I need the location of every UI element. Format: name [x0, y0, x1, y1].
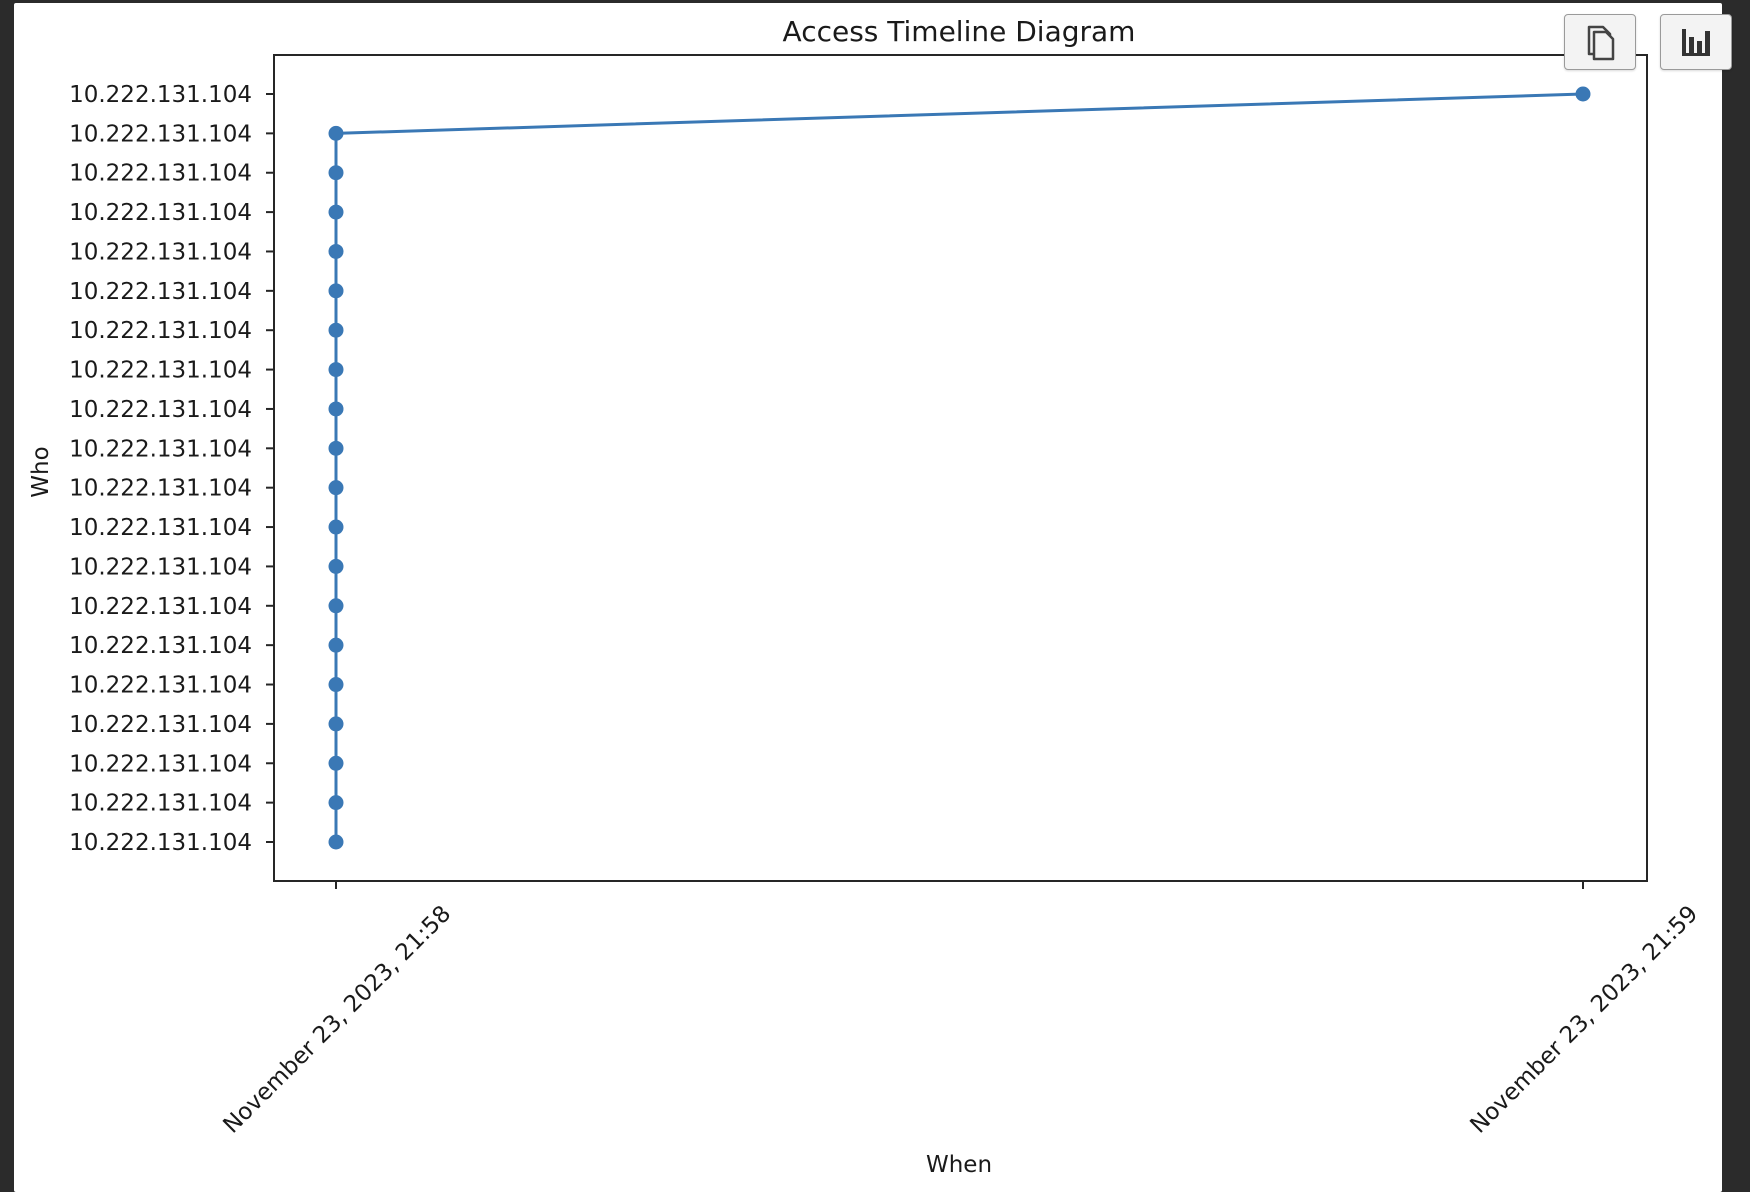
series-layer	[328, 86, 1591, 850]
y-tick-label: 10.222.131.104	[69, 515, 252, 541]
data-point	[328, 204, 344, 220]
y-tick-label: 10.222.131.104	[69, 161, 252, 187]
data-point	[328, 519, 344, 535]
x-tick-label: November 23, 2023, 21:59	[1465, 901, 1703, 1139]
copy-icon	[1587, 25, 1615, 61]
y-tick-label: 10.222.131.104	[69, 791, 252, 817]
y-tick-label: 10.222.131.104	[69, 673, 252, 699]
y-tick-label: 10.222.131.104	[69, 82, 252, 108]
data-point	[328, 165, 344, 181]
data-point	[328, 322, 344, 338]
y-tick-label: 10.222.131.104	[69, 830, 252, 856]
data-point	[328, 755, 344, 771]
data-point	[1575, 86, 1591, 102]
data-point	[328, 125, 344, 141]
y-tick-label: 10.222.131.104	[69, 436, 252, 462]
y-tick-label: 10.222.131.104	[69, 121, 252, 147]
y-tick-label: 10.222.131.104	[69, 239, 252, 265]
y-tick-label: 10.222.131.104	[69, 318, 252, 344]
bar-chart-icon	[1682, 29, 1710, 56]
x-tick-label: November 23, 2023, 21:58	[218, 901, 456, 1139]
y-tick-label: 10.222.131.104	[69, 712, 252, 738]
data-point	[328, 834, 344, 850]
data-point	[328, 677, 344, 693]
y-axis-ticks: 10.222.131.104 10.222.131.104 10.222.131.1…	[69, 82, 274, 856]
data-point	[328, 362, 344, 378]
x-axis-label: When	[926, 1152, 992, 1178]
data-point	[328, 795, 344, 811]
chart-title: Access Timeline Diagram	[783, 15, 1136, 48]
y-tick-label: 10.222.131.104	[69, 476, 252, 502]
data-point	[328, 283, 344, 299]
data-point	[328, 637, 344, 653]
data-point	[328, 716, 344, 732]
chart-button[interactable]	[1660, 14, 1732, 70]
data-point	[328, 243, 344, 259]
y-tick-label: 10.222.131.104	[69, 554, 252, 580]
y-tick-label: 10.222.131.104	[69, 279, 252, 305]
copy-button[interactable]	[1564, 14, 1636, 70]
x-axis-ticks: November 23, 2023, 21:58 November 23, 202…	[218, 881, 1703, 1139]
y-tick-label: 10.222.131.104	[69, 594, 252, 620]
data-point	[328, 440, 344, 456]
y-tick-label: 10.222.131.104	[69, 200, 252, 226]
data-point	[328, 401, 344, 417]
y-tick-label: 10.222.131.104	[69, 633, 252, 659]
y-tick-label: 10.222.131.104	[69, 358, 252, 384]
data-point	[328, 598, 344, 614]
y-tick-label: 10.222.131.104	[69, 751, 252, 777]
data-point	[328, 558, 344, 574]
y-tick-label: 10.222.131.104	[69, 397, 252, 423]
plot-area	[273, 54, 1648, 882]
data-point	[328, 480, 344, 496]
y-axis-label: Who	[28, 446, 54, 497]
